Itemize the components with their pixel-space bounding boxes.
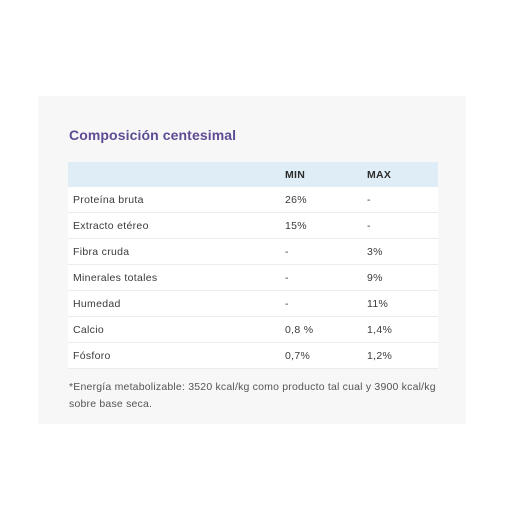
composition-table: MIN MAX Proteína bruta 26% - Extracto et…	[68, 162, 438, 369]
max-value: -	[362, 212, 438, 239]
min-value: -	[280, 238, 362, 265]
max-value: 3%	[362, 238, 438, 265]
nutrient-name: Proteína bruta	[68, 187, 280, 213]
max-value: 1,2%	[362, 342, 438, 369]
header-min: MIN	[280, 162, 362, 187]
energy-footnote: *Energía metabolizable: 3520 kcal/kg com…	[69, 381, 436, 410]
nutrient-name: Fibra cruda	[68, 238, 280, 265]
min-value: -	[280, 264, 362, 291]
min-value: 0,7%	[280, 342, 362, 369]
table-header-row: MIN MAX	[68, 162, 438, 187]
table-row: Proteína bruta 26% -	[68, 187, 438, 213]
table-row: Minerales totales - 9%	[68, 264, 438, 291]
nutrient-name: Humedad	[68, 290, 280, 317]
nutrient-name: Calcio	[68, 316, 280, 343]
min-value: 15%	[280, 212, 362, 239]
section-title: Composición centesimal	[69, 127, 237, 143]
table-row: Fósforo 0,7% 1,2%	[68, 342, 438, 369]
table-row: Extracto etéreo 15% -	[68, 212, 438, 239]
min-value: 26%	[280, 187, 362, 213]
min-value: 0,8 %	[280, 316, 362, 343]
header-max: MAX	[362, 162, 438, 187]
min-value: -	[280, 290, 362, 317]
max-value: 11%	[362, 290, 438, 317]
table-row: Calcio 0,8 % 1,4%	[68, 316, 438, 343]
composition-card: Composición centesimal MIN MAX Proteína …	[38, 96, 466, 424]
nutrient-name: Extracto etéreo	[68, 212, 280, 239]
nutrient-name: Minerales totales	[68, 264, 280, 291]
header-nutrient	[68, 162, 280, 187]
table-row: Fibra cruda - 3%	[68, 238, 438, 265]
max-value: 1,4%	[362, 316, 438, 343]
max-value: -	[362, 187, 438, 213]
nutrient-name: Fósforo	[68, 342, 280, 369]
table-row: Humedad - 11%	[68, 290, 438, 317]
max-value: 9%	[362, 264, 438, 291]
